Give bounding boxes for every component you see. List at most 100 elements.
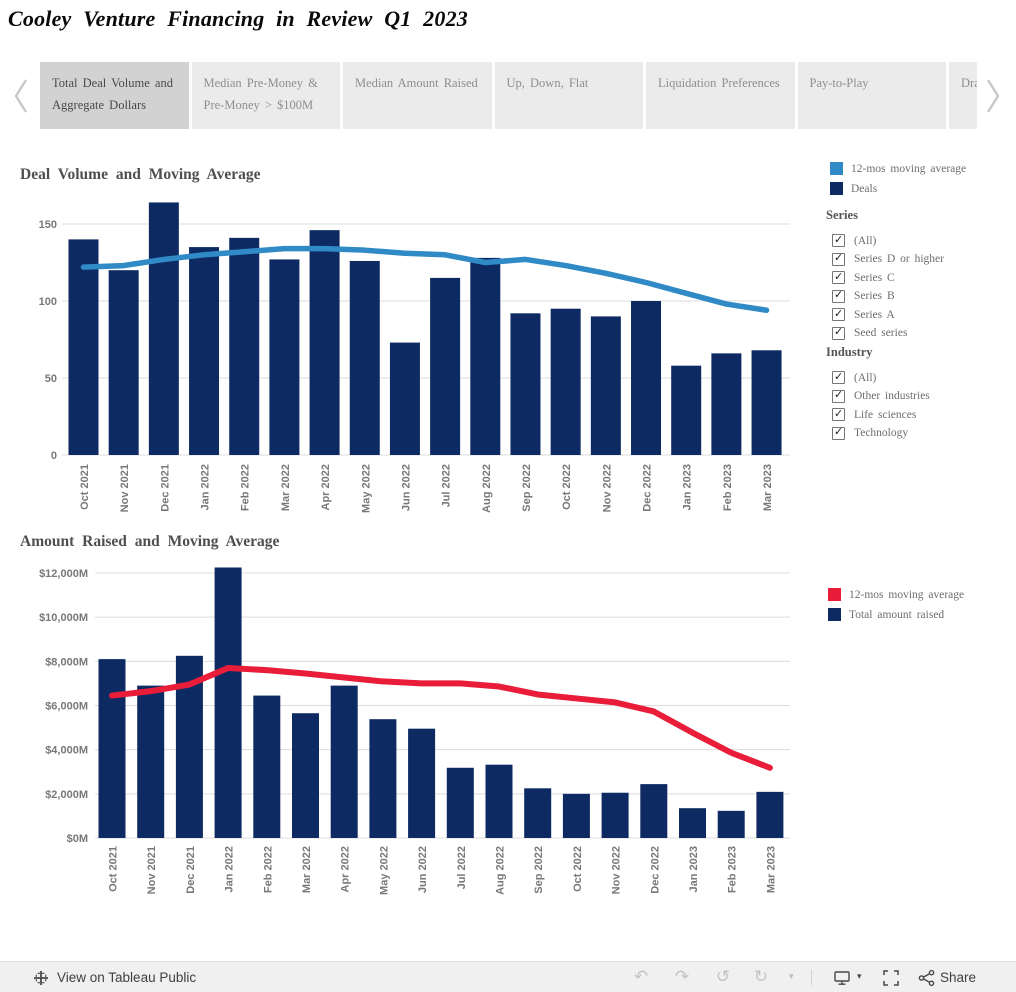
svg-text:Feb 2022: Feb 2022: [262, 846, 274, 893]
svg-text:Aug 2022: Aug 2022: [481, 464, 493, 513]
share-icon[interactable]: [917, 968, 937, 988]
svg-text:Apr 2022: Apr 2022: [320, 464, 332, 510]
checkbox-checked-icon: [832, 233, 845, 247]
svg-text:Oct 2021: Oct 2021: [79, 464, 91, 510]
legend-item-deals[interactable]: Deals: [830, 182, 966, 195]
svg-text:Oct 2021: Oct 2021: [108, 846, 120, 892]
checkbox-checked-icon: [832, 251, 845, 266]
redo-button[interactable]: ↷: [674, 967, 690, 987]
chevron-right-icon: [986, 79, 1000, 113]
svg-text:Feb 2023: Feb 2023: [727, 846, 739, 893]
filter-checkbox-technology[interactable]: Technology: [832, 425, 930, 440]
fullscreen-button[interactable]: [882, 969, 900, 987]
svg-text:May 2022: May 2022: [360, 464, 372, 513]
amount-raised-chart-title: Amount Raised and Moving Average: [20, 533, 280, 550]
svg-text:Jun 2022: Jun 2022: [417, 846, 429, 893]
svg-text:Dec 2021: Dec 2021: [185, 846, 197, 894]
svg-text:Mar 2023: Mar 2023: [762, 464, 774, 511]
refresh-button[interactable]: ↻: [753, 967, 769, 987]
tableau-logo-icon[interactable]: [32, 969, 50, 987]
svg-text:Mar 2023: Mar 2023: [765, 846, 777, 893]
svg-text:0: 0: [51, 450, 57, 462]
tab-bar: Total Deal Volume and Aggregate Dollars …: [40, 62, 977, 129]
svg-text:50: 50: [45, 373, 57, 385]
svg-text:Jul 2022: Jul 2022: [441, 464, 453, 507]
svg-text:Nov 2022: Nov 2022: [611, 846, 623, 894]
checkbox-checked-icon: [832, 325, 845, 340]
toolbar-divider: [811, 970, 812, 985]
filter-checkbox-series-d[interactable]: Series D or higher: [832, 251, 944, 266]
checkbox-checked-icon: [832, 407, 845, 421]
undo-button[interactable]: ↶: [633, 967, 649, 987]
legend-item-moving-average[interactable]: 12-mos moving average: [828, 588, 964, 601]
svg-text:$10,000M: $10,000M: [39, 612, 88, 624]
tab-median-amount-raised[interactable]: Median Amount Raised: [343, 62, 492, 129]
svg-text:Feb 2023: Feb 2023: [722, 464, 734, 511]
checkbox-checked-icon: [832, 425, 845, 440]
revert-button[interactable]: ↺: [715, 967, 731, 987]
svg-text:Aug 2022: Aug 2022: [495, 846, 507, 895]
checkbox-checked-icon: [832, 370, 845, 384]
filter-checkbox-seed-series[interactable]: Seed series: [832, 325, 944, 340]
page-title: Cooley Venture Financing in Review Q1 20…: [8, 6, 468, 31]
deal-volume-chart[interactable]: 0 50 100 150 Oct 2021 Nov 2021 Dec 2021 Jan 202…: [0, 160, 800, 528]
legend-label: Total amount raised: [849, 608, 945, 621]
filter-checkbox-series-b[interactable]: Series B: [832, 288, 944, 303]
svg-text:May 2022: May 2022: [378, 846, 390, 895]
tab-median-pre-money[interactable]: Median Pre-Money & Pre-Money > $100M: [191, 62, 340, 129]
share-button[interactable]: Share: [940, 970, 977, 985]
svg-text:Dec 2022: Dec 2022: [649, 846, 661, 894]
svg-text:$8,000M: $8,000M: [45, 656, 88, 668]
caret-down-icon[interactable]: ▾: [789, 972, 794, 982]
tab-scroll-left-button[interactable]: [6, 74, 36, 118]
svg-text:$6,000M: $6,000M: [45, 701, 88, 713]
moving-average-swatch-icon: [828, 588, 841, 601]
filter-checkbox-series-a[interactable]: Series A: [832, 307, 944, 321]
device-caret-down-icon[interactable]: ▾: [857, 972, 862, 982]
svg-text:$0M: $0M: [67, 833, 88, 845]
series-filter: Series (All) Series D or higher Series C…: [826, 208, 944, 345]
legend-item-total-amount-raised[interactable]: Total amount raised: [828, 608, 964, 621]
view-on-tableau-public-link[interactable]: View on Tableau Public: [57, 970, 197, 985]
tab-overflow[interactable]: Dra: [949, 62, 977, 129]
legend-label: 12-mos moving average: [849, 588, 965, 601]
svg-text:Jan 2023: Jan 2023: [688, 846, 700, 892]
tab-scroll-right-button[interactable]: [978, 74, 1008, 118]
svg-text:$4,000M: $4,000M: [45, 745, 88, 757]
svg-text:$2,000M: $2,000M: [45, 789, 88, 801]
amount-raised-legend: 12-mos moving average Total amount raise…: [828, 588, 964, 628]
moving-average-swatch-icon: [830, 162, 843, 175]
svg-text:Feb 2022: Feb 2022: [240, 464, 252, 511]
filter-checkbox-industry-all[interactable]: (All): [832, 370, 930, 384]
checkbox-checked-icon: [832, 270, 845, 284]
deals-swatch-icon: [830, 182, 843, 195]
legend-item-moving-average[interactable]: 12-mos moving average: [830, 162, 966, 175]
series-filter-title: Series: [826, 208, 858, 222]
amount-raised-chart[interactable]: $0M $2,000M $4,000M $6,000M $8,000M $10,000M $…: [0, 530, 800, 935]
tab-up-down-flat[interactable]: Up, Down, Flat: [494, 62, 643, 129]
svg-text:100: 100: [39, 296, 57, 308]
svg-text:Nov 2022: Nov 2022: [601, 464, 613, 512]
filter-checkbox-life-sciences[interactable]: Life sciences: [832, 407, 930, 421]
svg-text:150: 150: [39, 219, 57, 231]
filter-checkbox-series-c[interactable]: Series C: [832, 270, 944, 284]
svg-text:Jul 2022: Jul 2022: [456, 846, 468, 889]
filter-checkbox-series-all[interactable]: (All): [832, 233, 944, 247]
device-layout-button[interactable]: [832, 968, 852, 988]
svg-text:Nov 2021: Nov 2021: [119, 464, 131, 512]
svg-text:Jan 2023: Jan 2023: [682, 464, 694, 510]
svg-text:Dec 2022: Dec 2022: [642, 464, 654, 512]
svg-text:Sep 2022: Sep 2022: [521, 464, 533, 512]
svg-text:Jan 2022: Jan 2022: [224, 846, 236, 892]
svg-text:Jan 2022: Jan 2022: [200, 464, 212, 510]
tab-liquidation-preferences[interactable]: Liquidation Preferences: [646, 62, 795, 129]
industry-filter: Industry (All) Other industries Life sci…: [826, 345, 930, 445]
tab-pay-to-play[interactable]: Pay-to-Play: [797, 62, 946, 129]
filter-checkbox-other-industries[interactable]: Other industries: [832, 388, 930, 403]
svg-text:Oct 2022: Oct 2022: [561, 464, 573, 510]
tab-total-deal-volume[interactable]: Total Deal Volume and Aggregate Dollars: [40, 62, 189, 129]
legend-label: 12-mos moving average: [851, 162, 967, 175]
footer-toolbar: View on Tableau Public ↶ ↷ ↺ ↻ ▾ ▾: [0, 961, 1016, 992]
checkbox-checked-icon: [832, 288, 845, 303]
svg-text:Dec 2021: Dec 2021: [159, 464, 171, 512]
